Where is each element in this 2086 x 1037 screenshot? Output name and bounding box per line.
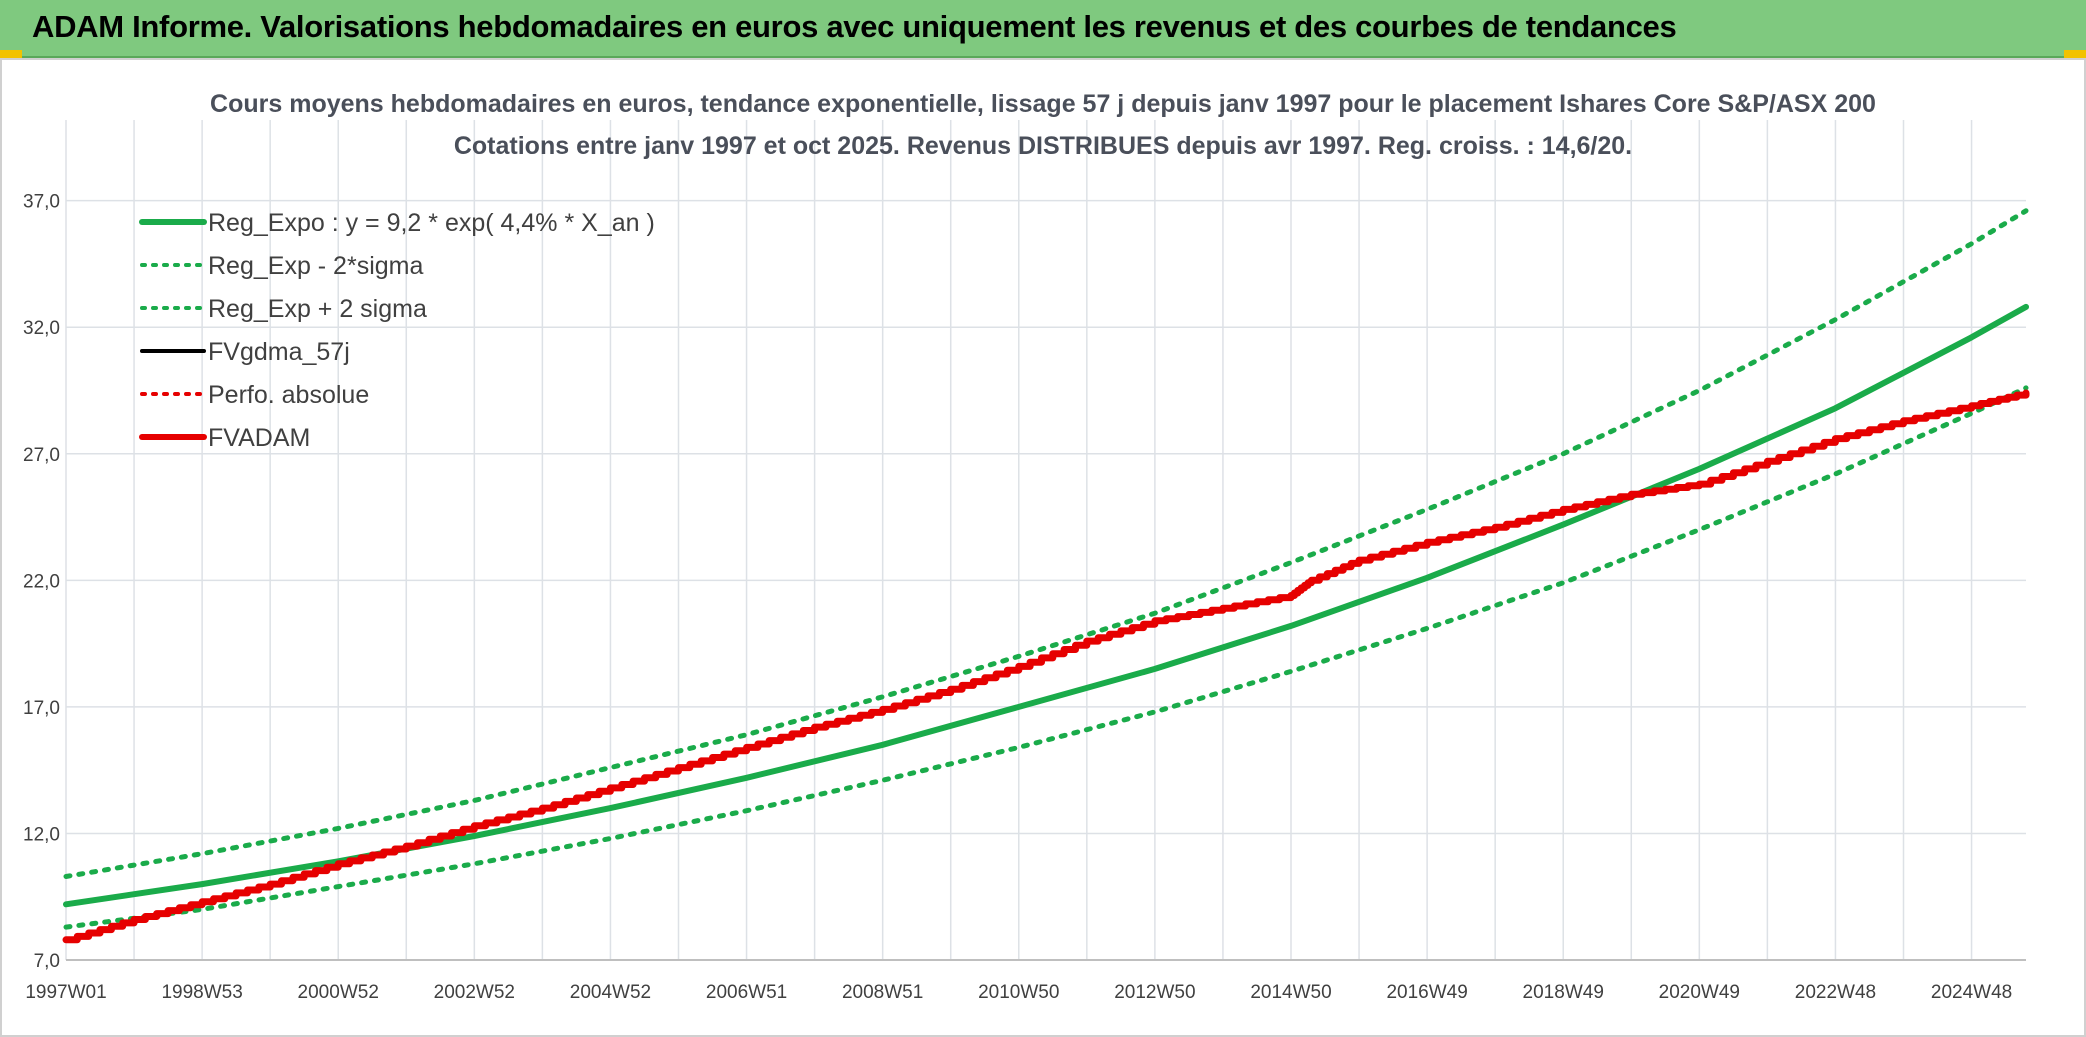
- chart-subtitle: Cotations entre janv 1997 et oct 2025. R…: [454, 132, 1632, 160]
- legend: Reg_Expo : y = 9,2 * exp( 4,4% * X_an ) R…: [139, 209, 655, 452]
- series-line-fvadam: [62, 389, 2030, 944]
- y-tick-label: 12,0: [23, 824, 60, 845]
- y-tick-label: 37,0: [23, 192, 60, 213]
- report-banner: ADAM Informe. Valorisations hebdomadaire…: [0, 0, 2086, 58]
- x-tick-label: 2016W49: [1386, 982, 1467, 1003]
- corner-accent-left: [0, 50, 22, 58]
- grid-layer: [65, 120, 2026, 961]
- series-line-reg-exp: [63, 208, 2029, 879]
- x-tick-label: 2022W48: [1795, 982, 1876, 1003]
- y-tick-label: 7,0: [34, 951, 60, 972]
- legend-label: Reg_Expo : y = 9,2 * exp( 4,4% * X_an ): [208, 209, 655, 237]
- series-line-reg-exp: [63, 385, 2029, 930]
- x-tick-label: 2014W50: [1250, 982, 1331, 1003]
- y-tick-label: 17,0: [23, 698, 60, 719]
- x-tick-label: 2018W49: [1523, 982, 1604, 1003]
- legend-label: Reg_Exp - 2*sigma: [208, 252, 423, 280]
- x-tick-label: 2010W50: [978, 982, 1059, 1003]
- chart-frame: [0, 58, 2086, 1037]
- x-tick-label: 2024W48: [1931, 982, 2012, 1003]
- legend-label: Perfo. absolue: [208, 381, 369, 409]
- y-tick-label: 27,0: [23, 445, 60, 466]
- x-tick-label: 1997W01: [25, 982, 106, 1003]
- x-tick-label: 2012W50: [1114, 982, 1195, 1003]
- series-layer: [62, 208, 2030, 944]
- axis-layer: 7,0 12,0 17,0 22,0 27,0 32,0 37,0 1997W01 1998W5…: [23, 192, 2026, 1003]
- x-tick-label: 2008W51: [842, 982, 923, 1003]
- legend-label: FVADAM: [208, 424, 310, 452]
- corner-accent-right: [2064, 50, 2086, 58]
- x-tick-label: 2004W52: [570, 982, 651, 1003]
- legend-label: Reg_Exp + 2 sigma: [208, 295, 427, 323]
- x-tick-label: 2006W51: [706, 982, 787, 1003]
- chart-title: Cours moyens hebdomadaires en euros, ten…: [210, 90, 1876, 118]
- x-tick-label: 1998W53: [161, 982, 242, 1003]
- x-tick-label: 2002W52: [434, 982, 515, 1003]
- x-tick-label: 2020W49: [1659, 982, 1740, 1003]
- y-tick-label: 22,0: [23, 571, 60, 592]
- x-tick-label: 2000W52: [298, 982, 379, 1003]
- legend-label: FVgdma_57j: [208, 338, 350, 366]
- y-tick-label: 32,0: [23, 318, 60, 339]
- report-title: ADAM Informe. Valorisations hebdomadaire…: [32, 9, 1677, 44]
